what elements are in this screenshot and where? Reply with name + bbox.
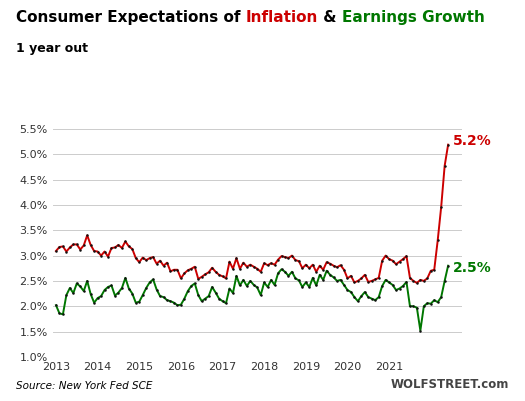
Text: Earnings Growth: Earnings Growth (342, 10, 485, 25)
Text: Source: New York Fed SCE: Source: New York Fed SCE (16, 381, 152, 391)
Text: 2.5%: 2.5% (453, 261, 492, 275)
Text: &: & (318, 10, 342, 25)
Text: WOLFSTREET.com: WOLFSTREET.com (391, 378, 509, 391)
Text: 1 year out: 1 year out (16, 42, 88, 55)
Text: Consumer Expectations of: Consumer Expectations of (16, 10, 246, 25)
Text: Inflation: Inflation (246, 10, 318, 25)
Text: 5.2%: 5.2% (453, 134, 492, 148)
